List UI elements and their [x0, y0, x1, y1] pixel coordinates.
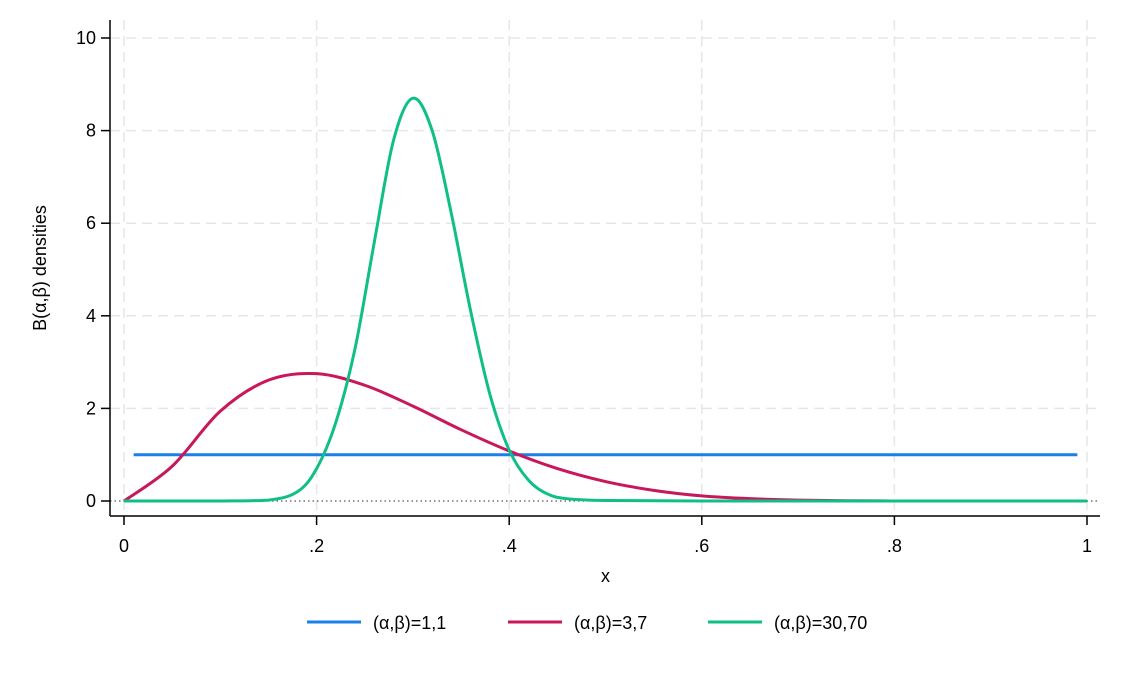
legend-label-3: (α,β)=30,70 [774, 613, 867, 633]
y-tick-label: 0 [86, 491, 96, 511]
y-tick-label: 4 [86, 306, 96, 326]
x-tick-label: 1 [1082, 536, 1092, 556]
legend: (α,β)=1,1 (α,β)=3,7 (α,β)=30,70 [307, 613, 867, 633]
grid-lines [110, 20, 1100, 516]
series-line-2 [123, 371, 1087, 503]
x-tick-label: .4 [502, 536, 517, 556]
x-tick-label: 0 [119, 536, 129, 556]
x-tick-label: .6 [694, 536, 709, 556]
x-tick-label: .8 [887, 536, 902, 556]
y-tick-label: 10 [76, 28, 96, 48]
x-tick-label: .2 [309, 536, 324, 556]
legend-label-2: (α,β)=3,7 [574, 613, 647, 633]
y-axis-title: B(α,β) densities [30, 205, 50, 331]
series-lines [123, 96, 1087, 503]
legend-label-1: (α,β)=1,1 [373, 613, 446, 633]
series-line-3 [123, 96, 1087, 503]
x-axis-title: x [601, 566, 610, 586]
tick-labels: 0 2 4 6 8 10 0 .2 .4 .6 .8 1 [76, 28, 1092, 556]
y-tick-label: 2 [86, 398, 96, 418]
axes [101, 20, 1100, 525]
y-tick-label: 8 [86, 121, 96, 141]
y-tick-label: 6 [86, 213, 96, 233]
